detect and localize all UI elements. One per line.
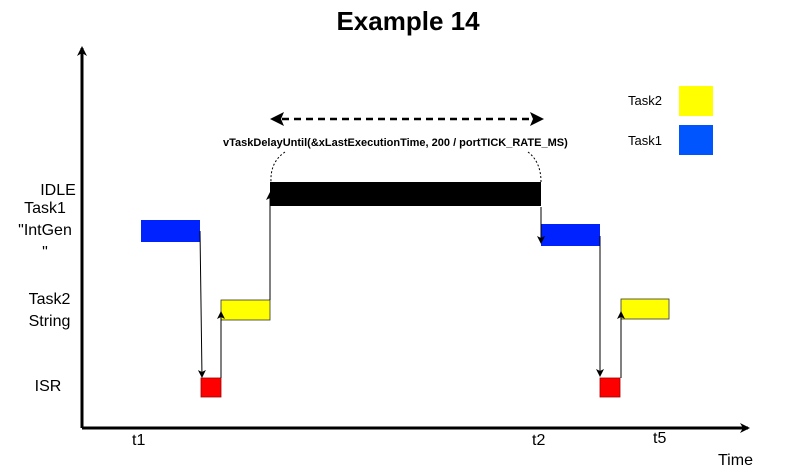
legend-label-task2: Task2 <box>628 93 662 108</box>
tick-label-t5: t5 <box>653 430 667 447</box>
transition-arrow <box>197 230 206 378</box>
row-label-idle: IDLE <box>40 182 76 199</box>
annotation-leader <box>527 151 542 183</box>
tick-label-t1: t1 <box>132 432 146 449</box>
diagram-title: Example 14 <box>336 6 480 36</box>
row-label-task1: Task1 "IntGen " <box>18 200 72 261</box>
row-label-isr: ISR <box>34 378 62 395</box>
annotation-leader <box>270 151 286 183</box>
legend-swatch-task2 <box>679 86 713 116</box>
task1-block-1 <box>141 220 200 242</box>
task2-block-1 <box>220 299 271 321</box>
tick-label-t2: t2 <box>532 432 546 449</box>
legend-label-task1: Task1 <box>628 133 662 148</box>
x-axis-label: Time <box>718 452 753 469</box>
task2-block-2 <box>620 298 670 320</box>
isr-block-2 <box>599 377 621 398</box>
idle-block <box>270 182 541 206</box>
task1-block-2 <box>541 224 600 246</box>
isr-block-1 <box>200 377 222 398</box>
legend-swatch-task1 <box>679 125 713 155</box>
row-label-task2: Task2 String <box>28 291 71 330</box>
delay-annotation: vTaskDelayUntil(&xLastExecutionTime, 200… <box>223 137 568 149</box>
